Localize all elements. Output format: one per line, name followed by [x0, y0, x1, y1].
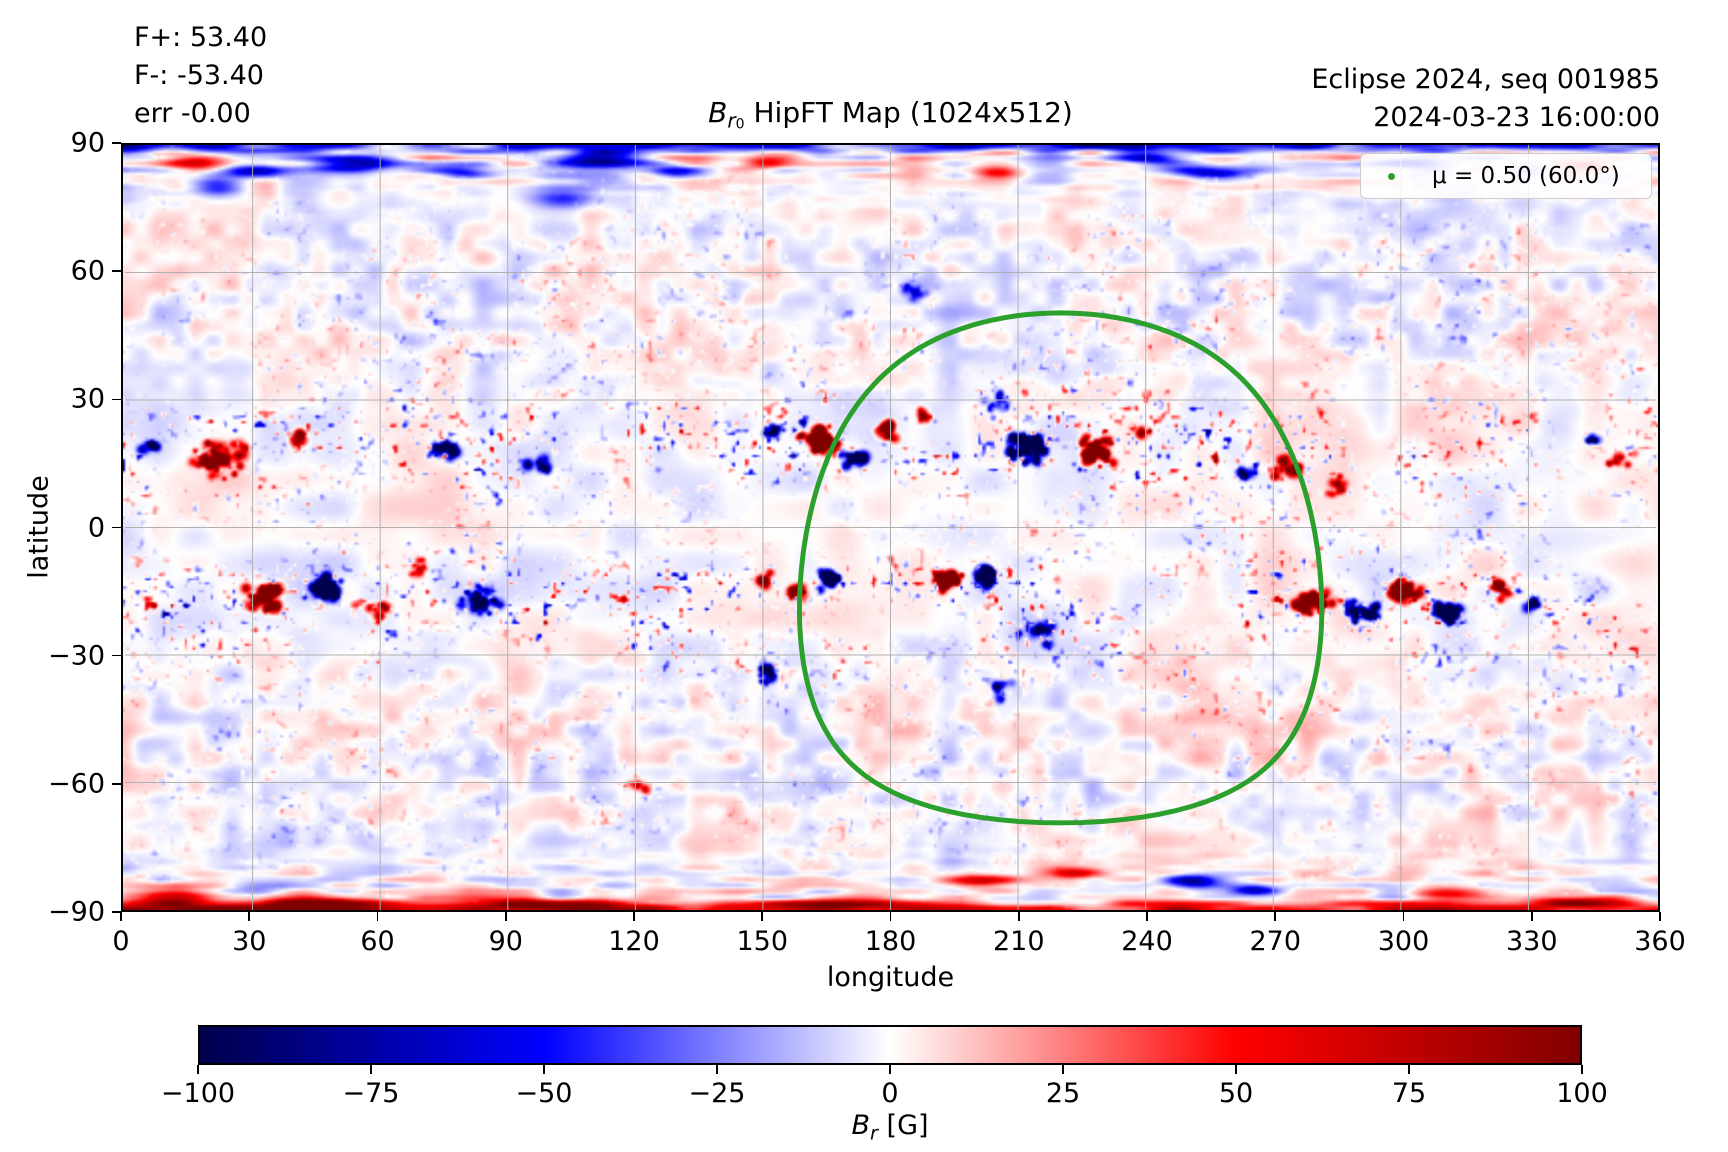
x-tick-mark [633, 912, 635, 921]
x-tick-mark [504, 912, 507, 921]
plot-area [121, 143, 1660, 912]
x-tick-label: 180 [864, 926, 917, 957]
x-axis-label: longitude [826, 962, 955, 993]
colorbar-r-subscript: r [869, 1121, 878, 1145]
colorbar-tick-label: 25 [1045, 1078, 1081, 1109]
run-label-annotation: Eclipse 2024, seq 001985 [1311, 64, 1660, 95]
colorbar-unit-text: [G] [877, 1110, 929, 1141]
colorbar-tick-label: −25 [688, 1078, 746, 1109]
x-tick-label: 0 [112, 926, 130, 957]
x-tick-label: 120 [608, 926, 660, 957]
colorbar-tick-mark [1235, 1065, 1237, 1074]
colorbar-tick-mark [1062, 1065, 1064, 1074]
plot-title: Br0 HipFT Map (1024x512) [121, 96, 1660, 133]
colorbar-tick-label: −75 [342, 1078, 400, 1109]
x-tick-mark [120, 912, 122, 921]
legend-marker-dot [1388, 172, 1395, 180]
x-tick-label: 30 [232, 926, 267, 957]
legend: μ = 0.50 (60.0°) [1360, 153, 1652, 199]
colorbar-tick-mark [370, 1065, 372, 1074]
x-tick-label: 360 [1634, 926, 1686, 957]
x-tick-mark [1659, 912, 1661, 921]
x-tick-mark [1530, 912, 1533, 921]
y-axis-label: latitude [23, 475, 55, 579]
y-tick-mark [112, 783, 121, 785]
y-tick-mark [112, 654, 121, 657]
title-text: HipFT Map (1024x512) [744, 96, 1073, 129]
colorbar-label: Br [G] [198, 1110, 1582, 1144]
colorbar-tick-mark [197, 1065, 199, 1074]
x-tick-label: 210 [992, 926, 1045, 957]
x-tick-mark [1402, 912, 1405, 921]
legend-label: μ = 0.50 (60.0°) [1432, 163, 1620, 189]
y-tick-mark [112, 270, 121, 272]
colorbar-tick-label: 0 [881, 1078, 899, 1109]
title-0-subscript: 0 [735, 116, 745, 133]
colorbar-tick-mark [1408, 1065, 1410, 1074]
y-tick-label: 60 [70, 255, 105, 287]
flux-positive-annotation: F+: 53.40 [134, 22, 268, 53]
x-tick-label: 240 [1121, 926, 1173, 957]
magnetogram-canvas [123, 145, 1658, 910]
x-tick-mark [761, 912, 764, 921]
x-tick-mark [1146, 912, 1148, 921]
y-tick-label: −60 [48, 768, 105, 800]
x-tick-label: 150 [736, 926, 789, 957]
x-tick-label: 300 [1377, 926, 1430, 957]
x-tick-mark [889, 912, 892, 921]
y-tick-label: −90 [48, 896, 105, 928]
y-tick-mark [112, 911, 121, 913]
colorbar-b-symbol: B [851, 1110, 870, 1141]
x-tick-label: 270 [1249, 926, 1302, 957]
colorbar-tick-mark [889, 1065, 891, 1074]
x-tick-label: 60 [360, 926, 395, 957]
colorbar-tick-mark [716, 1065, 718, 1074]
timestamp-annotation: 2024-03-23 16:00:00 [1373, 102, 1660, 133]
colorbar-tick-mark [1581, 1065, 1583, 1074]
x-tick-mark [248, 912, 251, 921]
colorbar-tick-label: −100 [160, 1078, 236, 1109]
title-b-symbol: B [708, 96, 728, 129]
y-tick-label: 30 [70, 383, 105, 415]
flux-error-annotation: err -0.00 [134, 98, 251, 129]
colorbar-tick-label: −50 [515, 1078, 573, 1109]
y-tick-label: 0 [87, 512, 105, 543]
y-tick-mark [112, 526, 121, 529]
y-tick-mark [112, 142, 121, 144]
colorbar-tick-label: 75 [1391, 1078, 1427, 1109]
title-r-subscript: r [727, 108, 736, 133]
colorbar [198, 1025, 1582, 1065]
x-tick-mark [1017, 912, 1020, 921]
x-tick-label: 330 [1505, 926, 1558, 957]
flux-negative-annotation: F-: -53.40 [134, 60, 264, 91]
x-tick-label: 90 [488, 926, 523, 957]
y-tick-label: 90 [70, 127, 105, 159]
x-tick-mark [1274, 912, 1277, 921]
y-tick-label: −30 [48, 640, 105, 672]
colorbar-tick-label: 100 [1556, 1078, 1608, 1109]
colorbar-tick-mark [543, 1065, 545, 1074]
colorbar-tick-label: 50 [1218, 1078, 1254, 1109]
x-tick-mark [376, 912, 379, 921]
y-tick-mark [112, 398, 121, 401]
